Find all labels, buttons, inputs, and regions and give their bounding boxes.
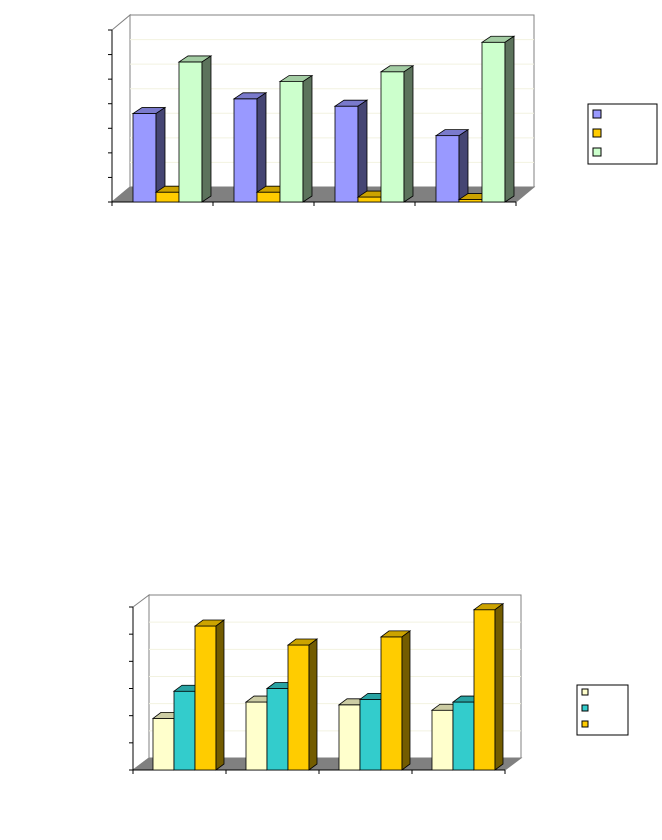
legend-swatch [592, 147, 602, 157]
side-wall [111, 13, 131, 204]
bar-side [302, 74, 313, 203]
bar [472, 602, 505, 771]
bar-front [245, 701, 268, 771]
bar-side [494, 602, 504, 771]
bar-front [357, 196, 382, 203]
bar [232, 92, 268, 203]
bar [193, 619, 226, 771]
bar-front [452, 701, 475, 771]
bar-front [132, 113, 157, 203]
bar-front [473, 609, 496, 771]
legend-swatch [592, 128, 602, 138]
legend-swatch [581, 704, 589, 712]
bar [379, 65, 415, 203]
bar-front [431, 709, 454, 771]
bar [177, 55, 213, 203]
bar [379, 630, 412, 771]
bar-chart-bottom-svg [129, 594, 629, 774]
bar-chart-top [0, 0, 662, 240]
bar [333, 99, 369, 203]
legend-swatch [581, 720, 589, 728]
bar [278, 74, 314, 203]
bar-side [403, 65, 414, 203]
bar-chart-top-svg [108, 13, 658, 206]
bar-front [173, 690, 196, 771]
bar [434, 128, 470, 203]
legend-swatch [592, 109, 602, 119]
bar-front [380, 636, 403, 771]
bar-side [308, 638, 318, 771]
bar-front [256, 191, 281, 203]
bar-front [359, 698, 382, 771]
bar-front [380, 71, 405, 203]
bar-side [401, 630, 411, 771]
bar-front [194, 625, 217, 771]
bar-front [287, 644, 310, 771]
bar-front [266, 688, 289, 771]
bar-front [152, 717, 175, 771]
bar-front [155, 191, 180, 203]
bar-front [338, 704, 361, 771]
legend [576, 684, 629, 736]
bar-side [458, 128, 469, 203]
bar-front [334, 105, 359, 203]
bar [286, 638, 319, 771]
bar-side [201, 55, 212, 203]
bar-chart-bottom [0, 580, 662, 780]
bar-side [357, 99, 368, 203]
bar-front [481, 41, 506, 203]
bar-front [279, 81, 304, 203]
legend-swatch [581, 688, 589, 696]
bar-side [256, 92, 267, 203]
bar-side [504, 35, 515, 203]
bar [480, 35, 516, 203]
bar-front [233, 98, 258, 203]
legend [587, 103, 658, 165]
bar-front [178, 61, 203, 203]
bar [131, 106, 167, 203]
side-wall [132, 594, 150, 771]
bar-side [215, 619, 225, 771]
bar-front [435, 135, 460, 203]
